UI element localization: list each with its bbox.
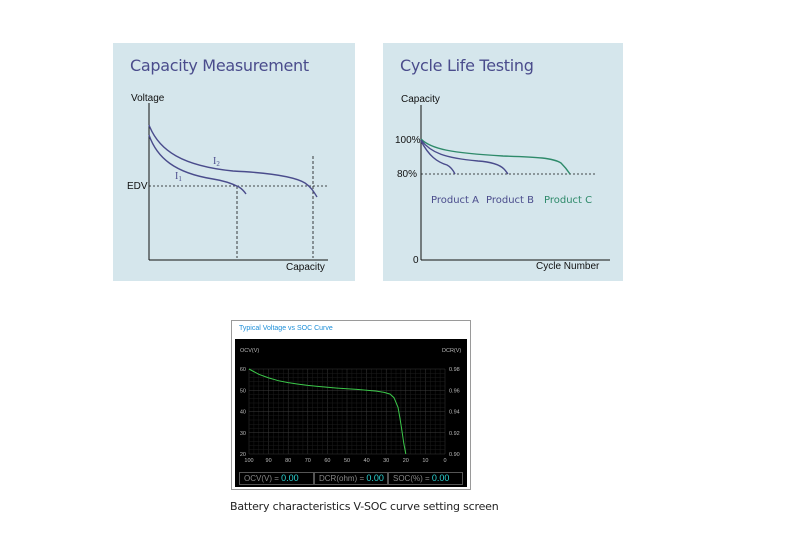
- ocv-readout-label: OCV(V) =: [244, 474, 282, 483]
- y-axis-label: Capacity: [401, 94, 440, 105]
- y-tick-label: 60: [240, 367, 246, 373]
- soc-chart: OCV(V) DCR(V) 100 90 80 70 60 50 40 30 20 10 06050…: [240, 348, 462, 464]
- curve-i1: [148, 134, 247, 195]
- soc-readout: SOC(%) = 0.00: [388, 472, 463, 485]
- voltage-soc-screen: Typical Voltage vs SOC Curve OCV(V) DCR(…: [231, 320, 471, 490]
- y-axis-label: Voltage: [131, 93, 165, 104]
- right-axis-label: DCR(V): [442, 348, 461, 354]
- curve-product-c: [420, 138, 571, 175]
- curve-product-a: [420, 140, 456, 175]
- y-tick-label: 30: [240, 431, 246, 437]
- tick-zero: 0: [413, 255, 419, 266]
- capacity-measurement-diagram: Voltage Capacity EDV I2 I1: [127, 93, 328, 273]
- curve-label-i1: I1: [175, 171, 182, 183]
- y-tick-label: 40: [240, 410, 246, 416]
- soc-readout-value: 0.00: [431, 473, 450, 483]
- tick-80-percent: 80%: [397, 169, 417, 180]
- ocv-readout-value: 0.00: [281, 473, 299, 483]
- panel-title: Cycle Life Testing: [400, 56, 534, 75]
- x-tick-label: 80: [285, 458, 291, 464]
- curve-i2: [148, 124, 318, 198]
- curve-product-b: [420, 139, 509, 175]
- voltage-soc-line: [248, 368, 407, 455]
- x-axis-label: Capacity: [286, 262, 325, 273]
- plot-area: OCV(V) DCR(V) 100 90 80 70 60 50 40 30 20 10 0 60 50…: [235, 339, 467, 487]
- x-tick-label: 30: [383, 458, 389, 464]
- y2-tick-label: 0.98: [449, 367, 460, 373]
- grid: [248, 368, 446, 455]
- x-tick-label: 70: [305, 458, 311, 464]
- capacity-measurement-panel: Capacity Measurement Voltage Capacity ED…: [113, 43, 355, 281]
- x-tick-label: 0: [443, 458, 446, 464]
- x-tick-label: 90: [266, 458, 272, 464]
- x-tick-label: 40: [364, 458, 370, 464]
- dcr-readout-value: 0.00: [366, 473, 384, 483]
- y2-tick-label: 0.90: [449, 452, 460, 458]
- soc-readout-label: SOC(%) =: [393, 474, 432, 483]
- x-tick-label: 10: [422, 458, 428, 464]
- x-tick-label: 100: [244, 458, 253, 464]
- x-tick-label: 60: [324, 458, 330, 464]
- x-tick-label: 20: [403, 458, 409, 464]
- dcr-readout: DCR(ohm) = 0.00: [314, 472, 388, 485]
- label-product-b: Product B: [486, 195, 534, 206]
- ocv-readout: OCV(V) = 0.00: [239, 472, 314, 485]
- caption: Battery characteristics V-SOC curve sett…: [230, 500, 499, 513]
- y2-tick-label: 0.96: [449, 388, 460, 394]
- label-product-a: Product A: [431, 195, 479, 206]
- screen-title: Typical Voltage vs SOC Curve: [239, 325, 333, 332]
- tick-100-percent: 100%: [395, 135, 421, 146]
- y2-tick-label: 0.92: [449, 431, 460, 437]
- dcr-readout-label: DCR(ohm) =: [319, 474, 367, 483]
- cycle-life-testing-panel: Cycle Life Testing Capacity Cycle Number…: [383, 43, 623, 281]
- ticks: 100 90 80 70 60 50 40 30 20 10 060504030200.980.96…: [240, 367, 460, 464]
- left-axis-label: OCV(V): [240, 348, 259, 354]
- y2-tick-label: 0.94: [449, 410, 460, 416]
- x-axis-label: Cycle Number: [536, 261, 600, 272]
- x-tick-label: 50: [344, 458, 350, 464]
- y-tick-label: 50: [240, 388, 246, 394]
- y-tick-label: 20: [240, 452, 246, 458]
- edv-label: EDV: [127, 181, 148, 192]
- panel-title: Capacity Measurement: [130, 56, 309, 75]
- cycle-life-diagram: Capacity Cycle Number 100% 80% 0 Product…: [395, 94, 610, 272]
- curve-label-i2: I2: [213, 156, 220, 168]
- label-product-c: Product C: [544, 195, 592, 206]
